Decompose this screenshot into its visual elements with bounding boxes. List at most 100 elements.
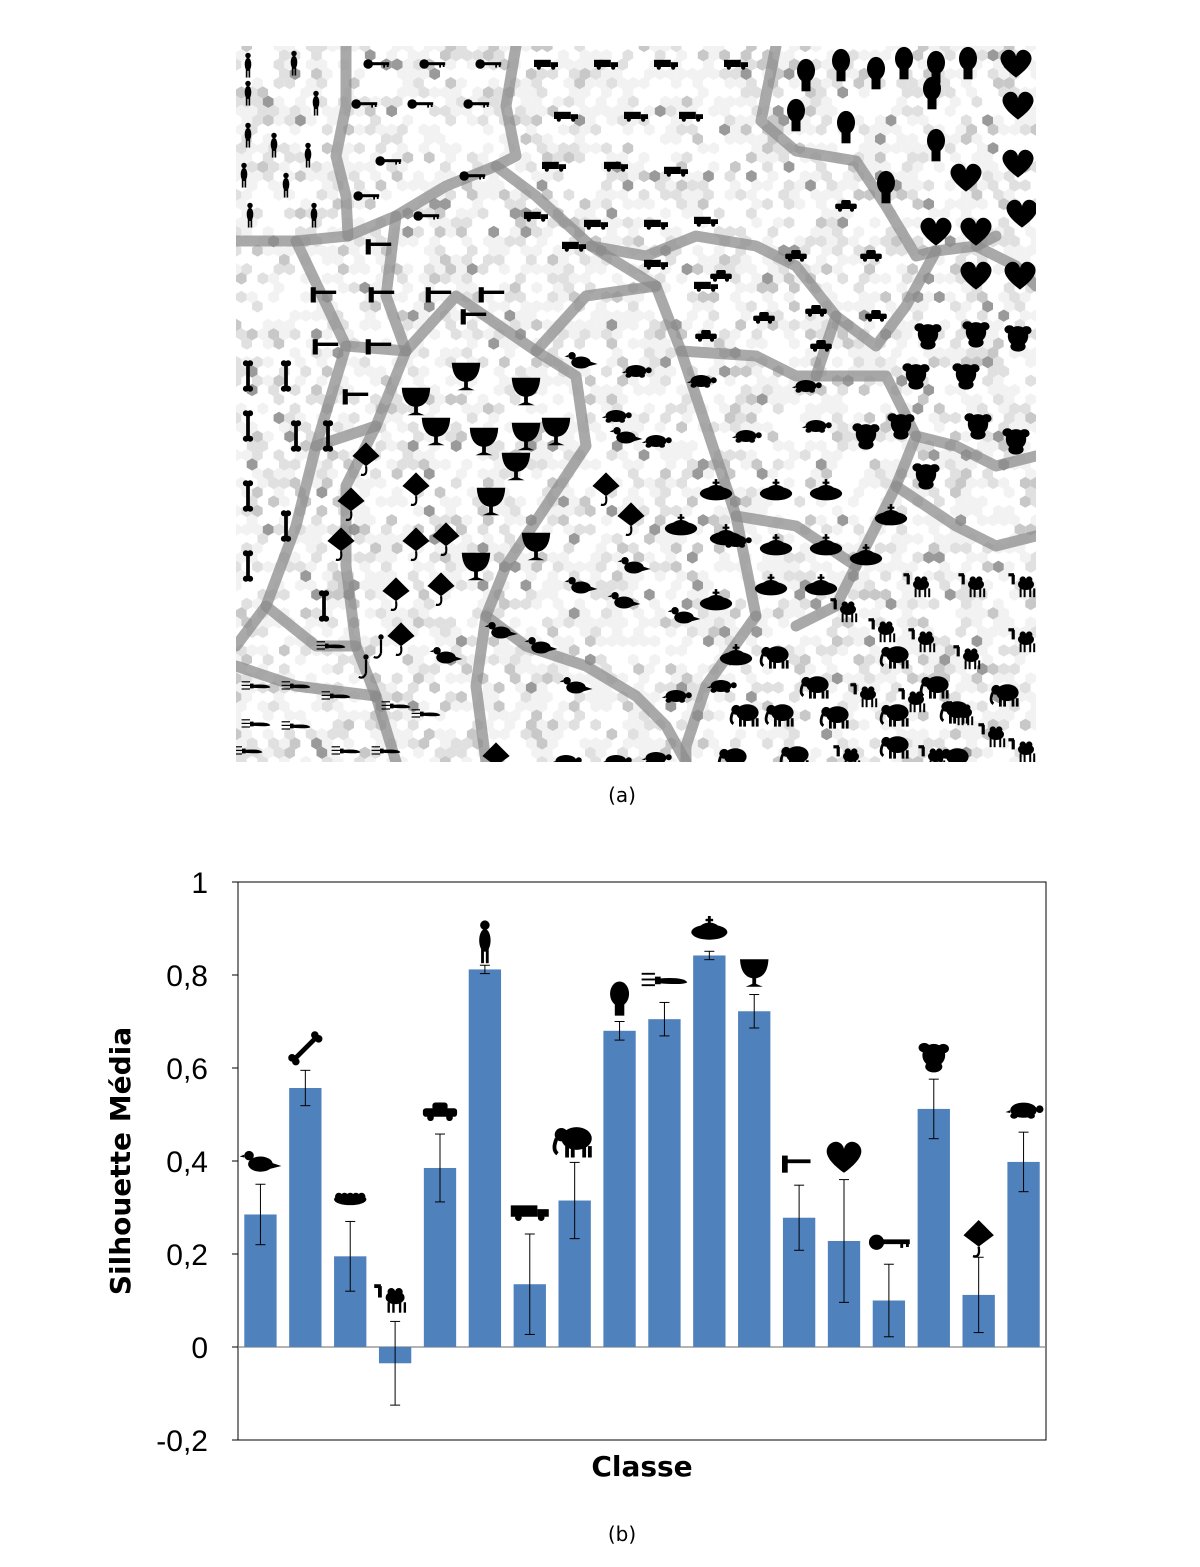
som-hex-cell: [665, 123, 677, 136]
som-hex-cell: [665, 104, 677, 118]
som-hex-cell: [869, 123, 881, 136]
som-hex-cell: [805, 197, 816, 211]
som-hex-cell: [912, 49, 924, 62]
som-hex-cell: [730, 253, 741, 267]
som-hex-cell: [805, 123, 816, 136]
som-hex-cell: [939, 188, 951, 201]
som-hex-cell: [821, 58, 832, 71]
som-hex-cell: [1030, 216, 1036, 229]
som-hex-cell: [901, 86, 913, 99]
som-hex-cell: [515, 123, 526, 136]
som-hex-cell: [332, 253, 344, 267]
som-hex-cell: [923, 179, 934, 192]
som-hex-cell: [1030, 235, 1036, 248]
som-hex-cell: [633, 216, 645, 229]
som-hex-cell: [815, 179, 827, 192]
som-hex-cell: [574, 151, 585, 164]
som-hex-cell: [687, 253, 698, 267]
som-hex-cell: [515, 67, 526, 81]
som-hex-cell: [746, 263, 757, 276]
som-hex-cell: [740, 253, 752, 267]
som-hex-cell: [483, 86, 494, 99]
som-hex-cell: [327, 188, 338, 201]
som-hex-cell: [832, 132, 843, 146]
som-hex-cell: [982, 151, 994, 164]
som-hex-cell: [606, 188, 618, 201]
som-hex-cell: [858, 197, 870, 211]
som-hex-cell: [279, 142, 290, 155]
som-hex-cell: [279, 253, 290, 267]
som-hex-cell: [713, 58, 725, 71]
som-hex-cell: [552, 225, 564, 239]
som-hex-cell: [590, 197, 602, 211]
som-hex-cell: [262, 151, 274, 164]
som-hex-cell: [509, 188, 521, 201]
som-hex-cell: [445, 132, 457, 146]
som-hex-cell: [262, 114, 274, 127]
som-hex-cell: [284, 244, 296, 257]
som-hex-cell: [756, 263, 768, 276]
som-hex-cell: [692, 244, 704, 257]
som-hex-cell: [305, 244, 317, 257]
som-hex-cell: [794, 216, 806, 229]
som-hex-cell: [950, 151, 961, 164]
som-hex-cell: [783, 235, 795, 248]
som-hex-cell: [665, 49, 677, 62]
som-hex-cell: [450, 253, 462, 267]
som-hex-cell: [488, 95, 500, 108]
som-hex-cell: [756, 170, 768, 183]
som-hex-cell: [606, 132, 618, 146]
som-hex-cell: [708, 253, 720, 267]
som-hex-cell: [821, 95, 832, 108]
som-hex-cell: [934, 179, 945, 192]
som-hex-cell: [1025, 46, 1036, 53]
som-hex-cell: [268, 216, 279, 229]
som-hex-cell: [676, 253, 687, 267]
som-hex-cell: [670, 188, 682, 201]
som-hex-cell: [493, 142, 505, 155]
som-hex-cell: [713, 77, 725, 90]
som-hex-cell: [520, 170, 532, 183]
som-hex-cell: [944, 179, 956, 192]
som-hex-cell: [257, 49, 269, 62]
som-hex-cell: [998, 235, 1010, 248]
som-hex-cell: [692, 151, 704, 164]
som-hex-cell: [944, 67, 956, 81]
som-hex-cell: [971, 95, 983, 108]
som-hex-cell: [939, 263, 951, 276]
som-hex-cell: [574, 207, 585, 220]
som-hex-cell: [525, 104, 537, 118]
som-hex-cell: [520, 263, 532, 276]
som-hex-cell: [246, 104, 258, 118]
som-hex-cell: [338, 263, 349, 276]
som-hex-cell: [563, 170, 575, 183]
som-hex-cell: [638, 132, 650, 146]
som-hex-cell: [891, 86, 902, 99]
som-hex-cell: [402, 188, 414, 201]
som-hex-cell: [955, 142, 967, 155]
som-hex-cell: [751, 179, 763, 192]
som-hex-cell: [236, 58, 242, 71]
som-hex-cell: [386, 142, 398, 155]
som-hex-cell: [456, 207, 467, 220]
som-hex-cell: [236, 142, 247, 155]
som-hex-cell: [864, 95, 875, 108]
som-hex-cell: [477, 263, 489, 276]
som-hex-cell: [321, 160, 333, 174]
som-hex-cell: [950, 114, 961, 127]
som-hex-cell: [241, 188, 253, 201]
som-hex-cell: [558, 49, 569, 62]
som-hex-cell: [724, 263, 736, 276]
som-hex-cell: [558, 67, 569, 81]
som-hex-cell: [783, 197, 795, 211]
som-hex-cell: [472, 235, 483, 248]
som-hex-cell: [268, 253, 279, 267]
som-hex-cell: [848, 67, 859, 81]
som-hex-cell: [681, 132, 693, 146]
som-hex-cell: [311, 142, 322, 155]
som-hex-cell: [289, 160, 301, 174]
som-hex-cell: [617, 170, 628, 183]
som-hex-cell: [853, 58, 865, 71]
som-hex-cell: [842, 263, 854, 276]
som-hex-cell: [321, 216, 333, 229]
